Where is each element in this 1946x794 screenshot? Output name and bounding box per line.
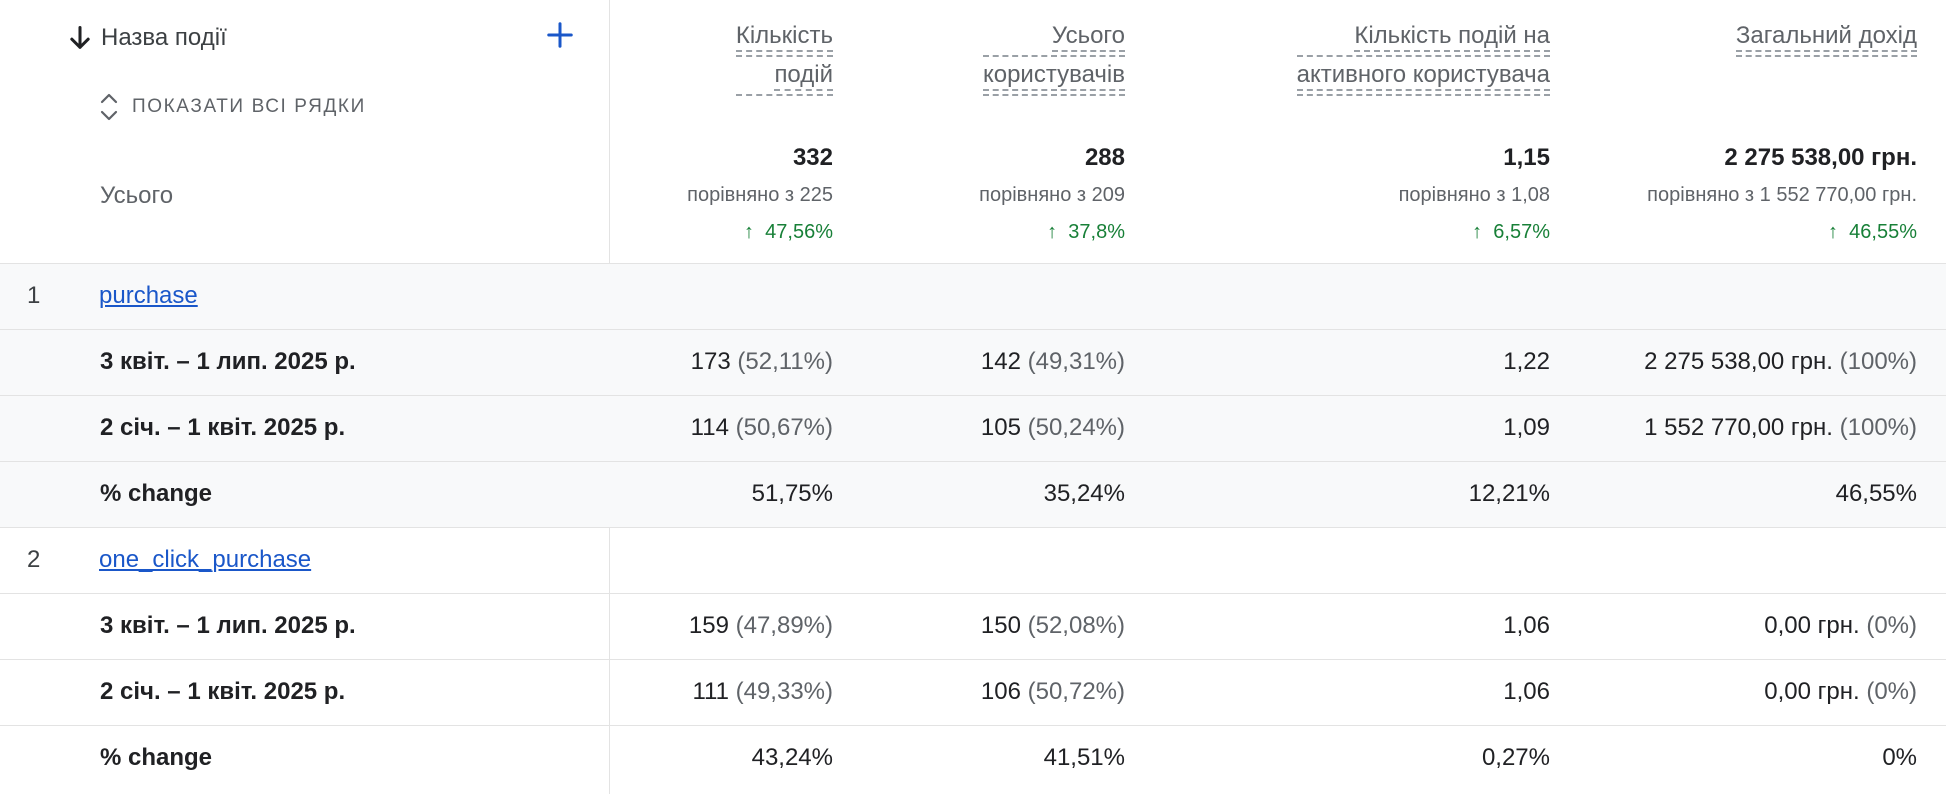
cell-total-users: 41,51% [1043,744,1125,771]
total-change: ↑ 46,55% [1828,221,1917,243]
metric-header-line: Кількість подій на [1354,22,1550,52]
total-compare: порівняно з 1,08 [1398,184,1550,206]
cell-events-per-user: 1,09 [1503,414,1550,441]
period-label: 2 січ. – 1 квіт. 2025 р. [100,678,346,705]
table-row: % change 51,75% 35,24% 12,21% 46,55% [0,461,1946,527]
unfold-icon [100,93,118,121]
cell-total-users: 142 (49,31%) [980,348,1125,375]
total-change-value: 46,55% [1849,221,1917,243]
event-name-link[interactable]: one_click_purchase [99,546,312,573]
total-change: ↑ 6,57% [1472,221,1550,243]
metric-header-line: подій [774,61,833,91]
cell-events-per-user: 1,06 [1503,612,1550,639]
plus-icon[interactable] [545,20,575,50]
show-all-rows-label: ПОКАЗАТИ ВСІ РЯДКИ [132,96,366,117]
cell-total-users: 150 (52,08%) [980,612,1125,639]
cell-event-count: 173 (52,11%) [690,348,833,375]
show-all-rows-button[interactable]: ПОКАЗАТИ ВСІ РЯДКИ [98,90,366,124]
total-compare: порівняно з 1 552 770,00 грн. [1647,184,1917,206]
cell-event-count: 114 (50,67%) [690,414,833,441]
table-row: 2 січ. – 1 квіт. 2025 р. 114 (50,67%) 10… [0,395,1946,461]
total-compare: порівняно з 225 [687,184,833,206]
event-group-row: 1 purchase [0,263,1946,329]
cell-total-revenue: 46,55% [1835,480,1917,507]
row-index: 1 [27,282,41,309]
total-value: 2 275 538,00 грн. [1724,144,1917,171]
total-change-value: 47,56% [765,221,833,243]
event-name-link[interactable]: purchase [99,282,198,309]
cell-events-per-user: 1,06 [1503,678,1550,705]
table-row: 2 січ. – 1 квіт. 2025 р. 111 (49,33%) 10… [0,659,1946,725]
total-change-value: 6,57% [1493,221,1550,243]
cell-events-per-user: 12,21% [1468,480,1550,507]
total-change: ↑ 37,8% [1047,221,1125,243]
metric-header-line: Кількість [735,22,833,52]
period-label: 3 квіт. – 1 лип. 2025 р. [100,348,356,375]
total-change: ↑ 47,56% [744,221,833,243]
cell-total-revenue: 2 275 538,00 грн. (100%) [1644,348,1917,375]
cell-total-users: 105 (50,24%) [980,414,1125,441]
cell-total-users: 35,24% [1043,480,1125,507]
metric-header-line: Усього [1051,22,1125,52]
table-header-dimension: Назва події ПОКАЗАТИ ВСІ РЯДКИ Усього [0,0,609,263]
table-row: 3 квіт. – 1 лип. 2025 р. 173 (52,11%) 14… [0,329,1946,395]
cell-event-count: 51,75% [751,480,833,507]
period-label: 2 січ. – 1 квіт. 2025 р. [100,414,346,441]
cell-total-users: 106 (50,72%) [980,678,1125,705]
metric-header-event-count[interactable]: Кількість подій [735,18,833,96]
cell-total-revenue: 0,00 грн. (0%) [1764,612,1917,639]
cell-event-count: 159 (47,89%) [688,612,833,639]
cell-events-per-user: 0,27% [1481,744,1550,771]
metric-header-line: активного користувача [1296,61,1550,91]
cell-total-revenue: 0% [1882,744,1917,771]
event-group-row: 2 one_click_purchase [0,527,1946,593]
total-row-label: Усього [100,182,174,209]
total-change-value: 37,8% [1068,221,1125,243]
metric-header-line: користувачів [982,61,1125,91]
change-label: % change [100,744,213,771]
metric-header-events-per-user[interactable]: Кількість подій на активного користувача [1296,18,1550,96]
total-compare: порівняно з 209 [979,184,1125,206]
total-value: 332 [792,144,833,171]
table-row: % change 43,24% 41,51% 0,27% 0% [0,725,1946,791]
metric-header-total-users[interactable]: Усього користувачів [982,18,1125,96]
cell-total-revenue: 0,00 грн. (0%) [1764,678,1917,705]
cell-total-revenue: 1 552 770,00 грн. (100%) [1644,414,1917,441]
metric-header-total-revenue[interactable]: Загальний дохід [1735,18,1917,57]
metric-header-line: Загальний дохід [1735,22,1917,52]
change-label: % change [100,480,213,507]
cell-event-count: 43,24% [751,744,833,771]
cell-events-per-user: 1,22 [1503,348,1550,375]
dimension-header-label[interactable]: Назва події [101,24,227,51]
table-row: 3 квіт. – 1 лип. 2025 р. 159 (47,89%) 15… [0,593,1946,659]
arrow-down-icon[interactable] [66,24,94,52]
row-index: 2 [27,546,41,573]
period-label: 3 квіт. – 1 лип. 2025 р. [100,612,356,639]
total-value: 288 [1084,144,1125,171]
cell-event-count: 111 (49,33%) [692,678,833,705]
total-value: 1,15 [1503,144,1550,171]
